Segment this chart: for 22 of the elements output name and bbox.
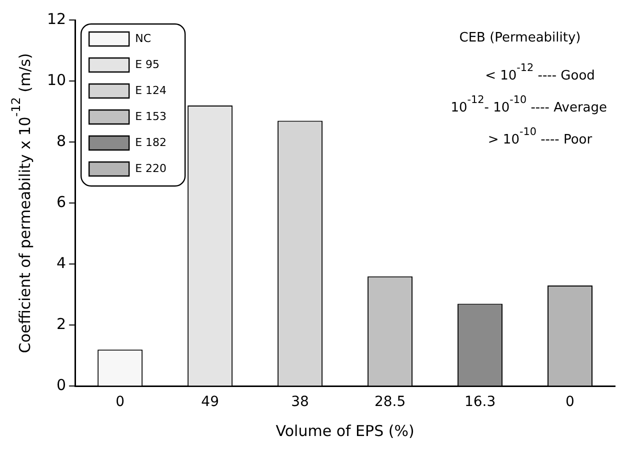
- legend-label: E 182: [135, 136, 167, 149]
- legend-label: NC: [135, 32, 152, 45]
- x-axis-title: Volume of EPS (%): [276, 422, 414, 440]
- x-tick-label: 38: [291, 394, 309, 410]
- y-tick-label: 0: [56, 376, 66, 394]
- annotation: CEB (Permeability): [459, 30, 581, 46]
- legend-label: E 220: [135, 162, 167, 175]
- legend-label: E 153: [135, 110, 167, 123]
- y-tick-label: 4: [56, 254, 66, 272]
- x-tick-label: 49: [201, 394, 219, 410]
- x-tick-label: 0: [566, 394, 574, 410]
- x-tick-label: 16.3: [464, 394, 496, 410]
- y-tick-label: 8: [56, 132, 66, 150]
- y-tick-label: 6: [56, 192, 66, 211]
- y-tick-label: 10: [46, 70, 66, 89]
- legend-label: E 95: [135, 58, 160, 71]
- legend-label: E 124: [135, 84, 167, 97]
- y-axis-title: Coefficient of permeability x 10-12 (m/s): [9, 53, 34, 354]
- y-tick-label: 12: [46, 10, 66, 28]
- x-tick-label: 28.5: [374, 394, 406, 410]
- x-tick-label: 0: [116, 394, 125, 410]
- y-tick-label: 2: [56, 315, 66, 334]
